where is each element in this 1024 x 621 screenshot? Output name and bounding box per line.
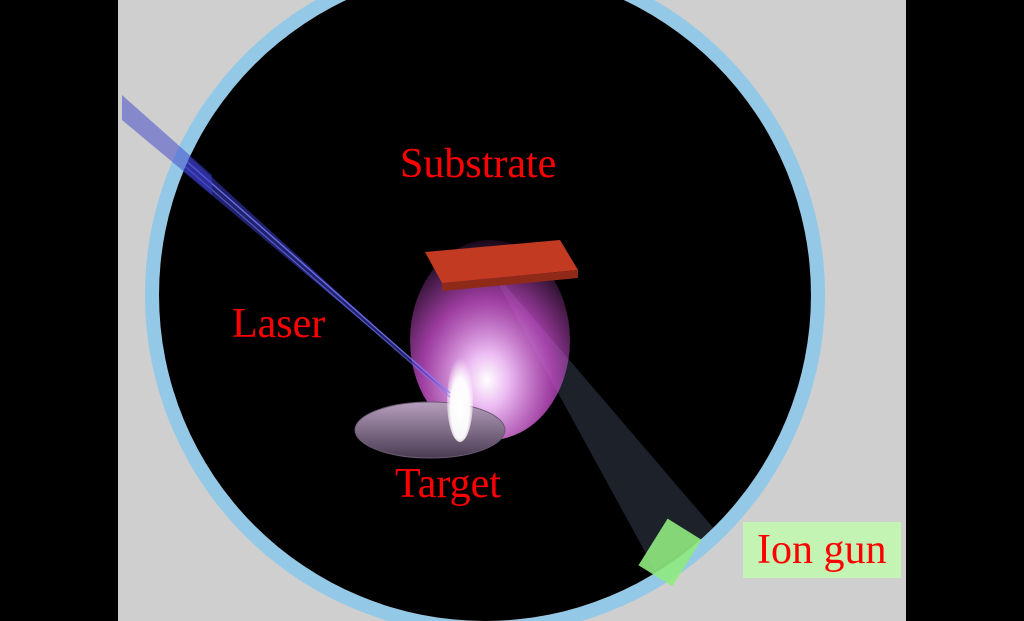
diagram-root: Substrate Laser Target Ion gun <box>0 0 1024 621</box>
laser-beam-overlay <box>122 95 212 195</box>
overlay-svg <box>0 0 1024 621</box>
